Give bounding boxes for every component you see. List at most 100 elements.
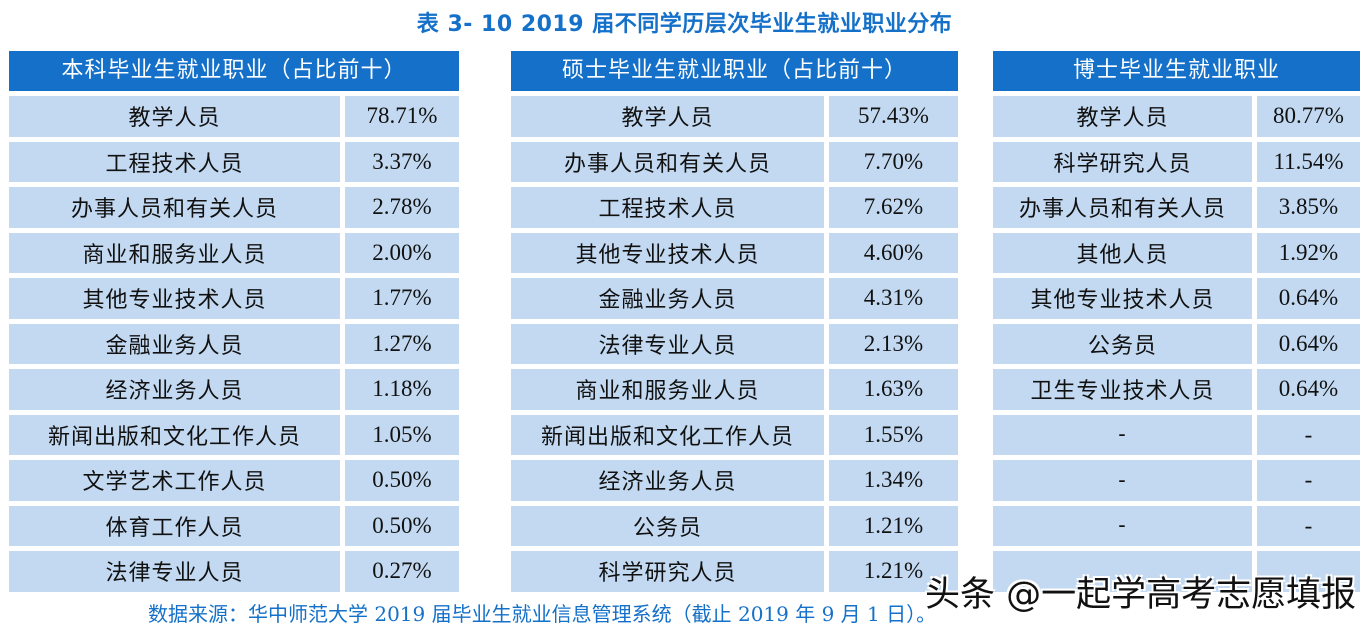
table-row: 公务员 1.21%: [511, 505, 958, 546]
table-row: 科学研究人员 11.54%: [993, 141, 1360, 182]
percent-cell: 0.64%: [1257, 369, 1360, 410]
undergraduate-occupation-table: 本科毕业生就业职业（占比前十） 教学人员 78.71% 工程技术人员 3.37% 办…: [9, 51, 459, 592]
percent-cell: -: [1257, 414, 1360, 455]
table-row: 办事人员和有关人员 3.85%: [993, 187, 1360, 228]
percent-cell: [1257, 551, 1360, 592]
data-source-note: 数据来源：华中师范大学 2019 届毕业生就业信息管理系统（截止 2019 年 …: [148, 602, 937, 626]
table-row: 商业和服务业人员 1.63%: [511, 369, 958, 410]
table-row: --: [993, 505, 1360, 546]
occupation-cell: 办事人员和有关人员: [993, 187, 1252, 228]
percent-cell: 0.64%: [1257, 323, 1360, 364]
occupation-cell: -: [993, 505, 1252, 546]
table-row: 新闻出版和文化工作人员 1.05%: [9, 414, 459, 455]
occupation-cell: 商业和服务业人员: [9, 232, 340, 273]
percent-cell: 2.78%: [345, 187, 459, 228]
percent-cell: 4.31%: [829, 278, 958, 319]
occupation-cell: 教学人员: [9, 96, 340, 137]
percent-cell: 0.27%: [345, 551, 459, 592]
table-row: 科学研究人员 1.21%: [511, 551, 958, 592]
table-row: 法律专业人员 0.27%: [9, 551, 459, 592]
percent-cell: 57.43%: [829, 96, 958, 137]
percent-cell: 1.05%: [345, 414, 459, 455]
table-row: [993, 551, 1360, 592]
occupation-cell: 办事人员和有关人员: [9, 187, 340, 228]
occupation-cell: 新闻出版和文化工作人员: [511, 414, 824, 455]
occupation-cell: 办事人员和有关人员: [511, 141, 824, 182]
table-row: 其他人员 1.92%: [993, 232, 1360, 273]
occupation-cell: 经济业务人员: [9, 369, 340, 410]
occupation-cell: 科学研究人员: [511, 551, 824, 592]
table-row: 法律专业人员 2.13%: [511, 323, 958, 364]
occupation-cell: 法律专业人员: [511, 323, 824, 364]
master-occupation-table: 硕士毕业生就业职业（占比前十） 教学人员 57.43% 办事人员和有关人员 7.70…: [511, 51, 958, 592]
table-row: 办事人员和有关人员 2.78%: [9, 187, 459, 228]
table-row: 教学人员 80.77%: [993, 96, 1360, 137]
occupation-cell: -: [993, 414, 1252, 455]
percent-cell: 1.55%: [829, 414, 958, 455]
table-row: 教学人员 78.71%: [9, 96, 459, 137]
occupation-cell: 教学人员: [993, 96, 1252, 137]
percent-cell: 1.27%: [345, 323, 459, 364]
table-row: --: [993, 460, 1360, 501]
percent-cell: 1.92%: [1257, 232, 1360, 273]
table-row: 教学人员 57.43%: [511, 96, 958, 137]
occupation-cell: 其他专业技术人员: [511, 232, 824, 273]
table-row: 体育工作人员 0.50%: [9, 505, 459, 546]
percent-cell: 1.21%: [829, 551, 958, 592]
occupation-cell: 卫生专业技术人员: [993, 369, 1252, 410]
occupation-cell: 商业和服务业人员: [511, 369, 824, 410]
table-title: 表 3- 10 2019 届不同学历层次毕业生就业职业分布: [416, 12, 953, 37]
percent-cell: 78.71%: [345, 96, 459, 137]
percent-cell: 80.77%: [1257, 96, 1360, 137]
table-row: 卫生专业技术人员 0.64%: [993, 369, 1360, 410]
percent-cell: 1.77%: [345, 278, 459, 319]
percent-cell: 3.37%: [345, 141, 459, 182]
percent-cell: 2.00%: [345, 232, 459, 273]
occupation-cell: 金融业务人员: [511, 278, 824, 319]
percent-cell: 2.13%: [829, 323, 958, 364]
table-header: 本科毕业生就业职业（占比前十）: [9, 51, 459, 91]
occupation-cell: 经济业务人员: [511, 460, 824, 501]
doctoral-occupation-table: 博士毕业生就业职业 教学人员 80.77% 科学研究人员 11.54% 办事人员和有…: [993, 51, 1360, 592]
percent-cell: 3.85%: [1257, 187, 1360, 228]
table-row: 工程技术人员 3.37%: [9, 141, 459, 182]
table-row: 文学艺术工作人员 0.50%: [9, 460, 459, 501]
percent-cell: 1.34%: [829, 460, 958, 501]
occupation-cell: 体育工作人员: [9, 505, 340, 546]
percent-cell: -: [1257, 460, 1360, 501]
percent-cell: 0.64%: [1257, 278, 1360, 319]
occupation-cell: 工程技术人员: [9, 141, 340, 182]
table-row: 其他专业技术人员 1.77%: [9, 278, 459, 319]
table-row: 经济业务人员 1.18%: [9, 369, 459, 410]
occupation-cell: 公务员: [511, 505, 824, 546]
table-row: 其他专业技术人员 4.60%: [511, 232, 958, 273]
occupation-cell: 文学艺术工作人员: [9, 460, 340, 501]
table-row: 金融业务人员 4.31%: [511, 278, 958, 319]
table-row: 金融业务人员 1.27%: [9, 323, 459, 364]
percent-cell: 0.50%: [345, 460, 459, 501]
occupation-cell: 其他专业技术人员: [993, 278, 1252, 319]
percent-cell: -: [1257, 505, 1360, 546]
occupation-cell: 其他专业技术人员: [9, 278, 340, 319]
table-row: --: [993, 414, 1360, 455]
watermark: 头条 @一起学高考志愿填报: [925, 575, 1357, 615]
table-row: 公务员 0.64%: [993, 323, 1360, 364]
percent-cell: 1.21%: [829, 505, 958, 546]
table-row: 其他专业技术人员 0.64%: [993, 278, 1360, 319]
occupation-cell: 教学人员: [511, 96, 824, 137]
occupation-cell: 公务员: [993, 323, 1252, 364]
table-header: 硕士毕业生就业职业（占比前十）: [511, 51, 958, 91]
occupation-cell: [993, 551, 1252, 592]
occupation-cell: 其他人员: [993, 232, 1252, 273]
table-row: 新闻出版和文化工作人员 1.55%: [511, 414, 958, 455]
occupation-cell: 工程技术人员: [511, 187, 824, 228]
table-row: 办事人员和有关人员 7.70%: [511, 141, 958, 182]
percent-cell: 7.62%: [829, 187, 958, 228]
occupation-cell: 金融业务人员: [9, 323, 340, 364]
table-row: 经济业务人员 1.34%: [511, 460, 958, 501]
percent-cell: 4.60%: [829, 232, 958, 273]
occupation-cell: 科学研究人员: [993, 141, 1252, 182]
percent-cell: 7.70%: [829, 141, 958, 182]
occupation-cell: 法律专业人员: [9, 551, 340, 592]
occupation-cell: 新闻出版和文化工作人员: [9, 414, 340, 455]
